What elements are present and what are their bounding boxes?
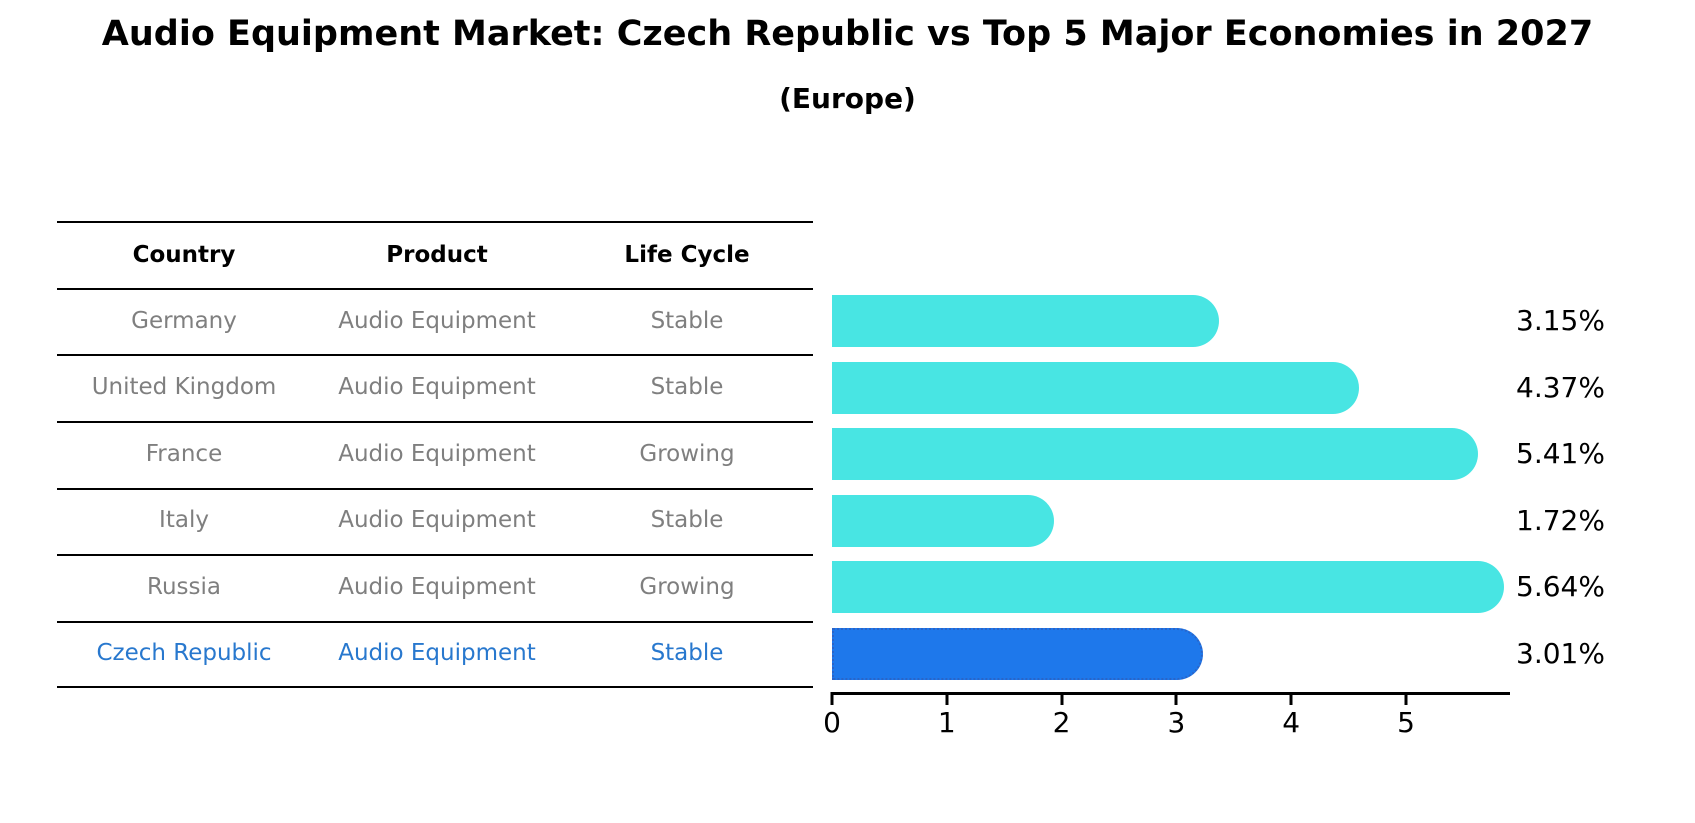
country-cell: Germany — [131, 308, 237, 334]
table-border — [57, 354, 813, 356]
country-cell: Italy — [159, 507, 209, 533]
x-axis-tick — [1174, 692, 1178, 705]
product-cell: Audio Equipment — [338, 640, 536, 666]
x-axis-tick-label: 3 — [1167, 706, 1186, 739]
table-border — [57, 488, 813, 490]
life-cycle-cell: Stable — [650, 507, 724, 533]
x-axis-line — [832, 692, 1510, 695]
column-header-life-cycle: Life Cycle — [624, 242, 750, 268]
x-axis-tick — [1404, 692, 1408, 705]
value-label: 3.01% — [1516, 636, 1605, 670]
life-cycle-cell: Stable — [650, 640, 724, 666]
life-cycle-cell: Growing — [639, 574, 735, 600]
column-header-country: Country — [132, 242, 236, 268]
bar-czech-republic — [832, 627, 1203, 680]
product-cell: Audio Equipment — [338, 374, 536, 400]
value-label: 5.64% — [1516, 570, 1605, 603]
life-cycle-cell: Stable — [650, 308, 724, 334]
x-axis-tick-label: 2 — [1052, 706, 1071, 739]
value-label: 4.37% — [1516, 370, 1605, 404]
value-label: 1.72% — [1516, 503, 1605, 537]
bar-italy — [832, 494, 1055, 547]
x-axis-tick-label: 4 — [1282, 706, 1301, 739]
x-axis-tick-label: 1 — [937, 706, 956, 739]
value-label: 3.15% — [1516, 304, 1605, 337]
value-label: 5.41% — [1516, 437, 1605, 470]
table-border — [57, 686, 813, 688]
chart-subtitle: (Europe) — [779, 82, 916, 115]
x-axis-tick-label: 5 — [1397, 706, 1415, 739]
table-border — [57, 221, 813, 223]
bar-france — [832, 428, 1479, 480]
product-cell: Audio Equipment — [338, 308, 536, 334]
product-cell: Audio Equipment — [338, 574, 536, 600]
chart-title: Audio Equipment Market: Czech Republic v… — [101, 14, 1594, 54]
life-cycle-cell: Growing — [639, 441, 735, 467]
life-cycle-cell: Stable — [650, 374, 724, 400]
bar-germany — [832, 295, 1219, 347]
country-cell: United Kingdom — [91, 374, 277, 400]
table-border — [57, 621, 813, 623]
x-axis-tick — [830, 692, 834, 705]
x-axis-tick — [1060, 692, 1064, 705]
country-cell: France — [145, 441, 223, 467]
table-border — [57, 288, 813, 290]
country-cell: Russia — [147, 574, 221, 600]
bar-russia — [832, 561, 1505, 613]
x-axis-tick — [1289, 692, 1293, 705]
x-axis-tick — [945, 692, 949, 705]
country-cell: Czech Republic — [96, 640, 272, 666]
product-cell: Audio Equipment — [338, 441, 536, 467]
bar-united-kingdom — [832, 361, 1359, 414]
x-axis-tick-label: 0 — [823, 706, 841, 739]
table-border — [57, 554, 813, 556]
column-header-product: Product — [386, 242, 488, 268]
product-cell: Audio Equipment — [338, 507, 536, 533]
table-border — [57, 421, 813, 423]
